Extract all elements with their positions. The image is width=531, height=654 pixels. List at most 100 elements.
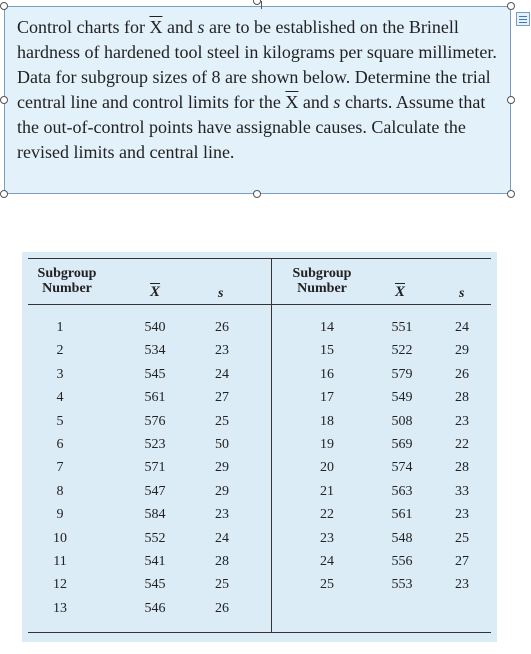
table-row: 4 561 27 17 549 28: [22, 386, 497, 409]
s-cell: 28: [215, 553, 229, 569]
header-subgroup-number-left: Subgroup Number: [37, 266, 97, 296]
rotate-handle[interactable]: [253, 0, 261, 5]
question-segment: Control charts for: [17, 17, 150, 37]
s-cell: 23: [215, 343, 229, 359]
subgroup-number-cell: 20: [320, 460, 334, 476]
subgroup-number-cell: 4: [56, 390, 64, 406]
subgroup-number-cell: 14: [320, 320, 334, 335]
s-cell: 26: [215, 320, 229, 335]
rotate-handle-stem: [261, 1, 262, 9]
table-bottom-rule: [28, 632, 491, 633]
xbar-cell: 551: [391, 320, 413, 335]
s-cell: 24: [215, 366, 229, 382]
subgroup-number-cell: 10: [53, 530, 67, 546]
resize-handle-top-left[interactable]: [0, 2, 8, 10]
subgroup-number-cell: 11: [53, 553, 67, 569]
subgroup-number-cell: 15: [320, 343, 334, 359]
s-cell: 23: [455, 577, 469, 593]
question-textbox[interactable]: Control charts for X and s are to be est…: [4, 1, 511, 194]
xbar-cell: 547: [144, 483, 166, 499]
xbar-cell: 574: [391, 460, 413, 476]
xbar-cell: 534: [144, 343, 166, 359]
s-cell: 26: [215, 600, 229, 616]
xbar-cell: 523: [144, 436, 166, 452]
s-cell: 26: [455, 366, 469, 382]
xbar-cell: 556: [391, 553, 413, 569]
resize-handle-bottom-left[interactable]: [0, 190, 8, 198]
table-row: 12 545 25 25 553 23: [22, 573, 497, 596]
subgroup-number-cell: 2: [56, 343, 64, 359]
s-cell: 23: [455, 413, 469, 429]
s-symbol: s: [333, 92, 341, 112]
xbar-cell: 541: [144, 553, 166, 569]
s-cell: 29: [455, 343, 469, 359]
subgroup-number-cell: 5: [56, 413, 64, 429]
subgroup-number-cell: 7: [56, 460, 64, 476]
subgroup-number-cell: 22: [320, 507, 334, 523]
s-cell: 29: [215, 483, 229, 499]
table-row: 10 552 24 23 548 25: [22, 527, 497, 550]
s-cell: 27: [455, 553, 469, 569]
table-row: 2 534 23 15 522 29: [22, 339, 497, 362]
resize-handle-bottom-right[interactable]: [507, 190, 515, 198]
question-segment: and: [298, 92, 334, 112]
xbar-cell: 508: [391, 413, 413, 429]
data-table: Subgroup Number X s Subgroup Number X s …: [22, 252, 497, 642]
s-cell: 24: [455, 320, 469, 335]
xbar-cell: 552: [144, 530, 166, 546]
resize-handle-right[interactable]: [507, 96, 515, 104]
question-segment: are to be established on the Brinell har…: [17, 17, 497, 112]
subgroup-number-cell: 13: [53, 600, 67, 616]
question-text: Control charts for X and s are to be est…: [17, 15, 499, 165]
table-row: 1 540 26 14 551 24: [22, 316, 497, 339]
resize-handle-top-right[interactable]: [507, 2, 515, 10]
subgroup-number-cell: 19: [320, 436, 334, 452]
subgroup-number-cell: 25: [320, 577, 334, 593]
xbar-cell: 522: [391, 343, 413, 359]
subgroup-number-cell: 24: [320, 553, 334, 569]
xbar-cell: 545: [144, 577, 166, 593]
header-xbar-right: X: [395, 284, 406, 300]
table-row: 3 545 24 16 579 26: [22, 363, 497, 386]
s-cell: 25: [455, 530, 469, 546]
s-cell: 22: [455, 436, 469, 452]
table-row: 13 546 26: [22, 597, 497, 620]
header-s-left: s: [218, 286, 224, 301]
xbar-cell: 545: [144, 366, 166, 382]
xbar-cell: 561: [144, 390, 166, 406]
subgroup-number-cell: 8: [56, 483, 64, 499]
s-cell: 27: [215, 390, 229, 406]
resize-handle-bottom[interactable]: [253, 190, 261, 198]
subgroup-number-cell: 17: [320, 390, 334, 406]
s-cell: 23: [455, 507, 469, 523]
table-header-rule: [28, 304, 491, 305]
resize-handle-left[interactable]: [0, 96, 8, 104]
table-row: 8 547 29 21 563 33: [22, 480, 497, 503]
subgroup-number-cell: 21: [320, 483, 334, 499]
table-top-rule: [28, 258, 491, 259]
xbar-cell: 561: [391, 507, 413, 523]
s-cell: 25: [215, 413, 229, 429]
xbar-cell: 549: [391, 390, 413, 406]
s-cell: 28: [455, 460, 469, 476]
subgroup-number-cell: 12: [53, 577, 67, 593]
subgroup-number-cell: 9: [56, 507, 64, 523]
subgroup-number-cell: 23: [320, 530, 334, 546]
subgroup-number-cell: 16: [320, 366, 334, 382]
subgroup-number-cell: 1: [56, 320, 64, 335]
layout-options-icon[interactable]: [516, 12, 530, 26]
header-s-right: s: [459, 286, 465, 301]
xbar-cell: 569: [391, 436, 413, 452]
xbar-cell: 548: [391, 530, 413, 546]
s-cell: 24: [215, 530, 229, 546]
table-row: 7 571 29 20 574 28: [22, 456, 497, 479]
s-cell: 23: [215, 507, 229, 523]
subgroup-number-cell: 6: [56, 436, 64, 452]
xbar-cell: 584: [144, 507, 166, 523]
subgroup-number-cell: 3: [56, 366, 64, 382]
xbar-cell: 563: [391, 483, 413, 499]
xbar-cell: 576: [144, 413, 166, 429]
table-row: 6 523 50 19 569 22: [22, 433, 497, 456]
xbar-symbol: X: [285, 92, 299, 112]
question-segment: charts. Assume that the out-of-control p…: [17, 92, 486, 162]
